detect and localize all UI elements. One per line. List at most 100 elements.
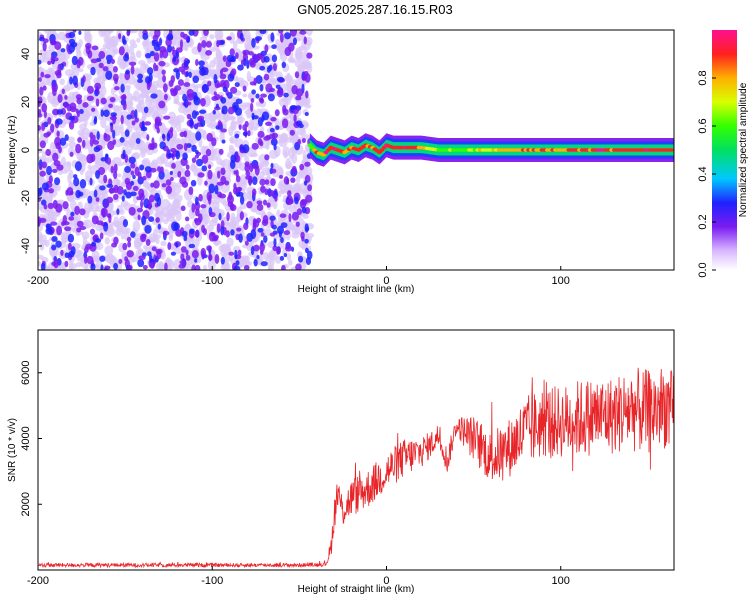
- noise-speckle: [55, 184, 61, 192]
- noise-speckle: [163, 93, 168, 101]
- noise-speckle: [156, 249, 162, 260]
- noise-speckle: [243, 222, 249, 231]
- noise-speckle: [104, 30, 114, 34]
- noise-speckle: [288, 77, 293, 89]
- noise-speckle: [221, 139, 226, 144]
- noise-speckle: [238, 124, 242, 130]
- noise-speckle: [44, 74, 51, 79]
- noise-speckle: [162, 230, 170, 236]
- noise-speckle: [67, 136, 76, 143]
- noise-speckle: [52, 152, 59, 162]
- noise-speckle: [248, 57, 255, 66]
- noise-speckle: [38, 165, 43, 170]
- noise-speckle: [126, 250, 134, 258]
- noise-speckle: [198, 109, 207, 114]
- noise-speckle: [52, 199, 58, 209]
- noise-speckle: [45, 223, 52, 229]
- noise-speckle: [178, 263, 186, 269]
- noise-speckle: [298, 97, 307, 106]
- noise-speckle: [182, 152, 188, 161]
- noise-speckle: [167, 242, 172, 251]
- noise-speckle: [195, 111, 200, 116]
- noise-speckle: [87, 50, 93, 59]
- noise-speckle: [235, 175, 241, 183]
- noise-speckle: [243, 58, 247, 67]
- noise-speckle: [39, 242, 45, 251]
- noise-speckle: [186, 59, 191, 64]
- noise-speckle: [113, 163, 118, 173]
- noise-speckle: [64, 68, 75, 77]
- noise-speckle: [204, 180, 208, 186]
- noise-speckle: [299, 30, 307, 35]
- noise-speckle: [162, 48, 169, 59]
- noise-speckle: [295, 175, 301, 183]
- noise-speckle: [158, 100, 166, 109]
- noise-speckle: [271, 44, 277, 50]
- noise-speckle: [76, 220, 84, 228]
- noise-speckle: [252, 188, 257, 197]
- noise-speckle: [247, 130, 251, 137]
- noise-speckle: [259, 30, 267, 35]
- noise-speckle: [120, 200, 129, 208]
- noise-speckle: [182, 93, 188, 102]
- noise-speckle: [142, 265, 148, 270]
- noise-speckle: [43, 132, 50, 138]
- noise-speckle: [223, 111, 229, 124]
- noise-speckle: [178, 105, 186, 114]
- colorbar-tick-label: 0.0: [697, 262, 709, 277]
- noise-speckle: [110, 165, 115, 174]
- noise-speckle: [214, 184, 219, 195]
- noise-speckle: [288, 259, 293, 266]
- noise-speckle: [48, 43, 56, 52]
- noise-speckle: [139, 164, 145, 171]
- noise-speckle: [116, 208, 120, 215]
- noise-speckle: [264, 188, 269, 196]
- noise-speckle: [283, 176, 289, 185]
- noise-speckle: [142, 175, 147, 181]
- noise-speckle: [248, 118, 254, 131]
- noise-speckle: [276, 209, 281, 218]
- noise-speckle: [200, 204, 207, 209]
- noise-speckle: [93, 146, 101, 153]
- noise-speckle: [153, 52, 160, 62]
- noise-speckle: [51, 244, 57, 251]
- colorbar-tick-label: 0.4: [697, 166, 709, 181]
- noise-speckle: [213, 73, 218, 84]
- noise-speckle: [300, 199, 308, 206]
- noise-speckle: [148, 72, 153, 82]
- noise-speckle: [201, 154, 209, 164]
- noise-speckle: [263, 73, 270, 81]
- noise-speckle: [234, 249, 238, 260]
- noise-speckle: [239, 145, 243, 151]
- noise-speckle: [39, 140, 46, 149]
- noise-speckle: [264, 154, 270, 161]
- noise-speckle: [244, 155, 250, 163]
- noise-speckle: [194, 258, 198, 263]
- noise-speckle: [212, 109, 216, 115]
- noise-speckle: [56, 109, 63, 115]
- noise-speckle: [38, 175, 44, 185]
- noise-speckle: [293, 114, 297, 123]
- noise-speckle: [144, 166, 152, 173]
- noise-speckle: [201, 40, 207, 48]
- noise-speckle: [246, 232, 253, 243]
- noise-speckle: [184, 216, 190, 222]
- noise-speckle: [71, 55, 78, 66]
- noise-speckle: [216, 39, 220, 48]
- noise-speckle: [50, 221, 58, 226]
- noise-speckle: [104, 245, 114, 256]
- noise-speckle: [191, 144, 197, 153]
- noise-speckle: [70, 246, 76, 256]
- noise-speckle: [126, 114, 133, 120]
- noise-speckle: [112, 65, 118, 73]
- noise-speckle: [91, 250, 100, 263]
- noise-speckle: [271, 54, 278, 63]
- noise-speckle: [211, 217, 219, 223]
- noise-speckle: [208, 252, 212, 262]
- noise-speckle: [41, 199, 47, 206]
- noise-speckle: [38, 67, 45, 73]
- noise-speckle: [185, 239, 192, 251]
- noise-speckle: [303, 180, 308, 186]
- noise-speckle: [191, 249, 199, 259]
- noise-speckle: [275, 125, 280, 130]
